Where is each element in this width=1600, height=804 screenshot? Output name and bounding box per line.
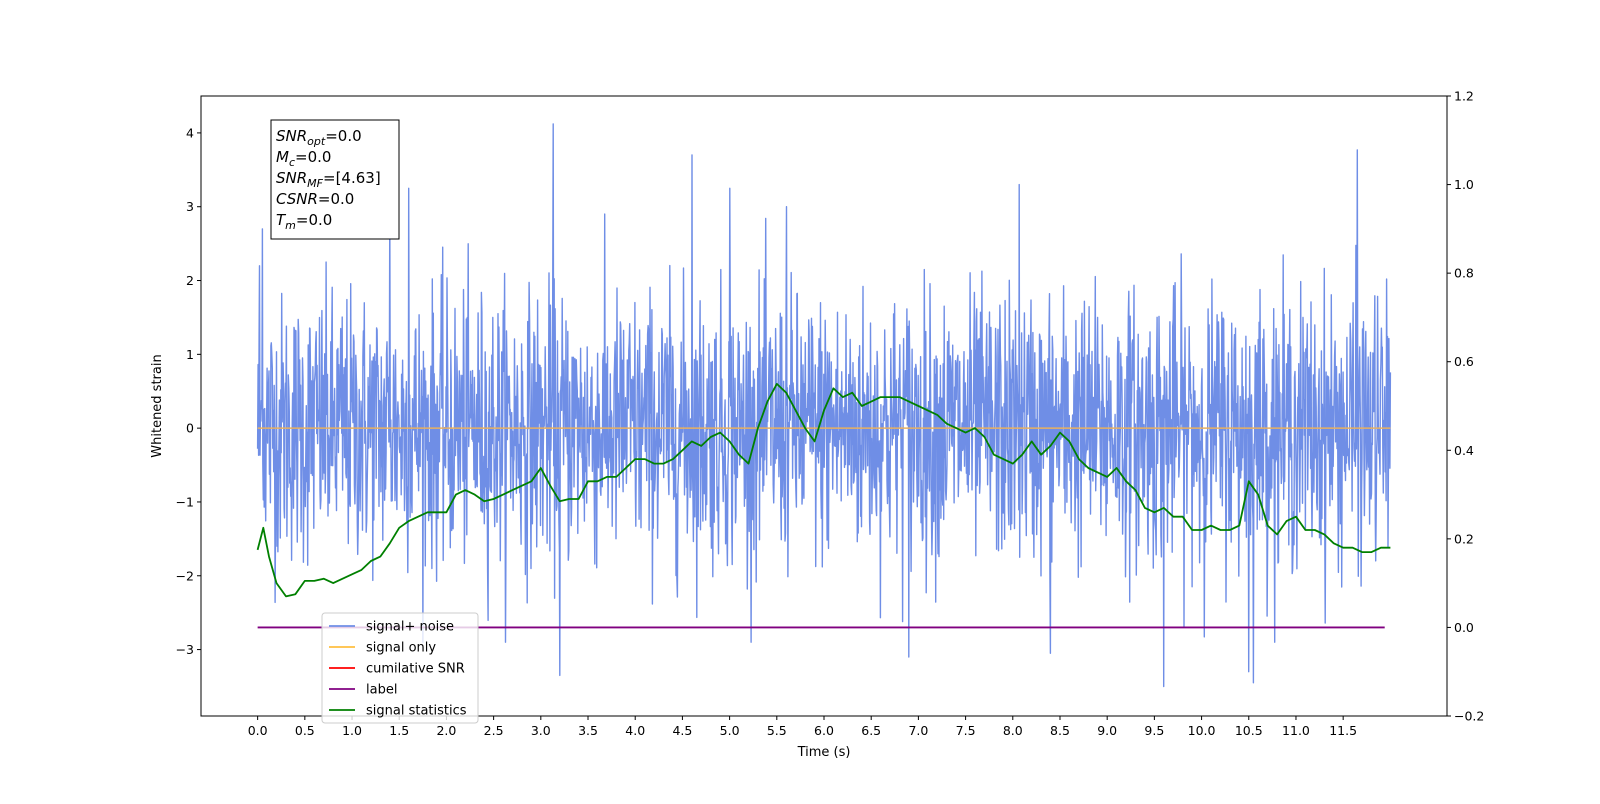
x-tick-label: 11.0 (1282, 723, 1310, 738)
legend: signal+ noise signal only cumilative SNR la… (321, 612, 479, 724)
x-tick-label: 9.0 (1097, 723, 1117, 738)
y2-tick-label: 1.2 (1454, 89, 1474, 104)
y2-axis-ticks: −0.2 0.0 0.2 0.4 0.6 0.8 1.0 1.2 (1447, 89, 1484, 724)
x-tick-label: 7.0 (908, 723, 928, 738)
signal-noise-series (256, 123, 1392, 688)
x-tick-label: 2.5 (484, 723, 504, 738)
x-tick-label: 10.5 (1235, 723, 1263, 738)
x-tick-label: 3.0 (531, 723, 551, 738)
y-tick-label: −2 (176, 568, 194, 583)
x-tick-label: 0.0 (248, 723, 268, 738)
legend-label: signal statistics (366, 704, 467, 719)
y-tick-label: −1 (176, 494, 194, 509)
x-tick-label: 8.0 (1003, 723, 1023, 738)
x-tick-label: 8.5 (1050, 723, 1070, 738)
legend-label: label (366, 683, 397, 698)
y2-tick-label: −0.2 (1454, 709, 1484, 724)
x-tick-label: 5.0 (720, 723, 740, 738)
annotation-line: SNRMF=[4.63] (276, 169, 381, 190)
legend-label: signal only (366, 641, 436, 656)
signal-noise-line (256, 123, 1392, 688)
y2-tick-label: 1.0 (1454, 177, 1474, 192)
signal-statistics-line (256, 382, 1391, 598)
legend-label: signal+ noise (366, 620, 454, 635)
x-tick-label: 2.0 (436, 723, 456, 738)
x-tick-label: 1.5 (389, 723, 409, 738)
legend-frame (321, 612, 479, 724)
x-tick-label: 9.5 (1144, 723, 1164, 738)
x-axis-ticks: 0.0 0.5 1.0 1.5 2.0 2.5 3.0 3.5 4.0 4.5 5.0 5.5 6.0 6… (248, 716, 1357, 738)
x-tick-label: 6.0 (814, 723, 834, 738)
y-tick-label: 1 (186, 347, 194, 362)
x-tick-label: 11.5 (1329, 723, 1357, 738)
x-tick-label: 4.5 (672, 723, 692, 738)
x-tick-label: 0.5 (295, 723, 315, 738)
y2-tick-label: 0.4 (1454, 443, 1474, 458)
annotation-line: Mc=0.0 (276, 148, 331, 169)
x-tick-label: 1.0 (342, 723, 362, 738)
y2-tick-label: 0.2 (1454, 531, 1474, 546)
x-tick-label: 6.5 (861, 723, 881, 738)
y-tick-label: 2 (186, 273, 194, 288)
y-tick-label: 0 (186, 421, 194, 436)
x-tick-label: 4.0 (625, 723, 645, 738)
y2-tick-label: 0.0 (1454, 620, 1474, 635)
y-axis-label: Whitened strain (150, 354, 165, 457)
legend-label: cumilative SNR (366, 662, 465, 677)
y-tick-label: −3 (176, 642, 194, 657)
y2-tick-label: 0.6 (1454, 354, 1474, 369)
x-tick-label: 10.0 (1188, 723, 1216, 738)
x-tick-label: 5.5 (767, 723, 787, 738)
y-tick-label: 4 (186, 125, 194, 140)
y2-tick-label: 0.8 (1454, 266, 1474, 281)
annotation-line: Tm=0.0 (276, 211, 332, 232)
x-tick-label: 3.5 (578, 723, 598, 738)
x-tick-label: 7.5 (956, 723, 976, 738)
annotation-line: CSNR=0.0 (276, 190, 354, 208)
x-axis-label: Time (s) (797, 745, 851, 760)
annotation-line: SNRopt=0.0 (276, 127, 362, 148)
y-tick-label: 3 (186, 199, 194, 214)
annotation-box-frame (270, 119, 400, 240)
y-axis-ticks: −3 −2 −1 0 1 2 3 4 (176, 125, 201, 657)
